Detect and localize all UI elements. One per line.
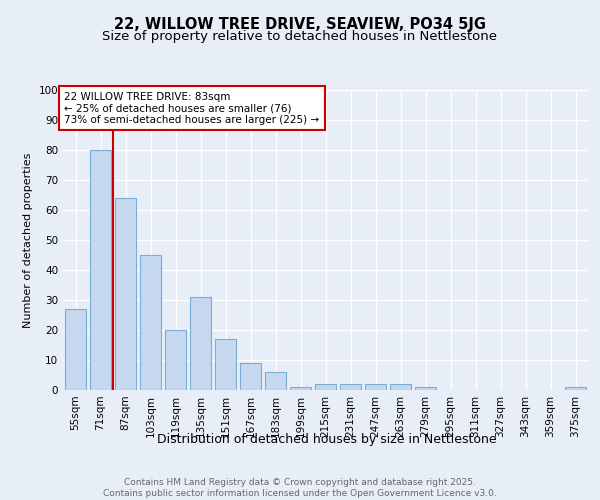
- Bar: [115, 198, 136, 390]
- Bar: [90, 150, 111, 390]
- Bar: [165, 330, 186, 390]
- Text: 22 WILLOW TREE DRIVE: 83sqm
← 25% of detached houses are smaller (76)
73% of sem: 22 WILLOW TREE DRIVE: 83sqm ← 25% of det…: [64, 92, 319, 124]
- Bar: [215, 339, 236, 390]
- Bar: [340, 384, 361, 390]
- Bar: [240, 363, 261, 390]
- Text: Size of property relative to detached houses in Nettlestone: Size of property relative to detached ho…: [103, 30, 497, 43]
- Bar: [65, 309, 86, 390]
- Text: 22, WILLOW TREE DRIVE, SEAVIEW, PO34 5JG: 22, WILLOW TREE DRIVE, SEAVIEW, PO34 5JG: [114, 18, 486, 32]
- Bar: [140, 255, 161, 390]
- Bar: [415, 387, 436, 390]
- Bar: [265, 372, 286, 390]
- Y-axis label: Number of detached properties: Number of detached properties: [23, 152, 33, 328]
- Bar: [390, 384, 411, 390]
- Bar: [315, 384, 336, 390]
- Text: Distribution of detached houses by size in Nettlestone: Distribution of detached houses by size …: [157, 432, 497, 446]
- Bar: [290, 387, 311, 390]
- Bar: [565, 387, 586, 390]
- Bar: [190, 297, 211, 390]
- Bar: [365, 384, 386, 390]
- Text: Contains HM Land Registry data © Crown copyright and database right 2025.
Contai: Contains HM Land Registry data © Crown c…: [103, 478, 497, 498]
